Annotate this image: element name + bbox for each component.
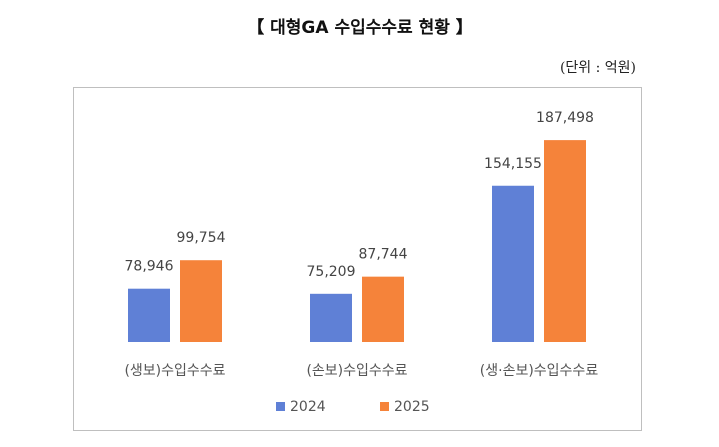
x-tick-label: (생보)수입수수료	[124, 363, 225, 379]
bar	[310, 293, 352, 342]
value-label: 154,155	[484, 156, 542, 172]
x-tick-label: (손보)수입수수료	[306, 363, 407, 379]
legend-label: 2025	[394, 399, 430, 415]
chart-frame	[73, 87, 642, 431]
value-label: 78,946	[125, 259, 174, 275]
x-tick-label: (생·손보)수입수수료	[480, 363, 599, 379]
unit-label: (단위 : 억원)	[560, 60, 636, 76]
legend-swatch	[380, 402, 389, 411]
legend-swatch	[276, 402, 285, 411]
value-label: 99,754	[177, 230, 226, 246]
value-label: 187,498	[536, 110, 594, 126]
legend-label: 2024	[290, 399, 326, 415]
bar	[362, 276, 404, 342]
bar	[180, 260, 222, 342]
value-label: 87,744	[359, 247, 408, 263]
bar	[128, 288, 170, 342]
bar	[544, 140, 586, 342]
value-label: 75,209	[307, 264, 356, 280]
bar	[492, 185, 534, 342]
chart-title: 【 대형GA 수입수수료 현황 】	[247, 17, 473, 38]
